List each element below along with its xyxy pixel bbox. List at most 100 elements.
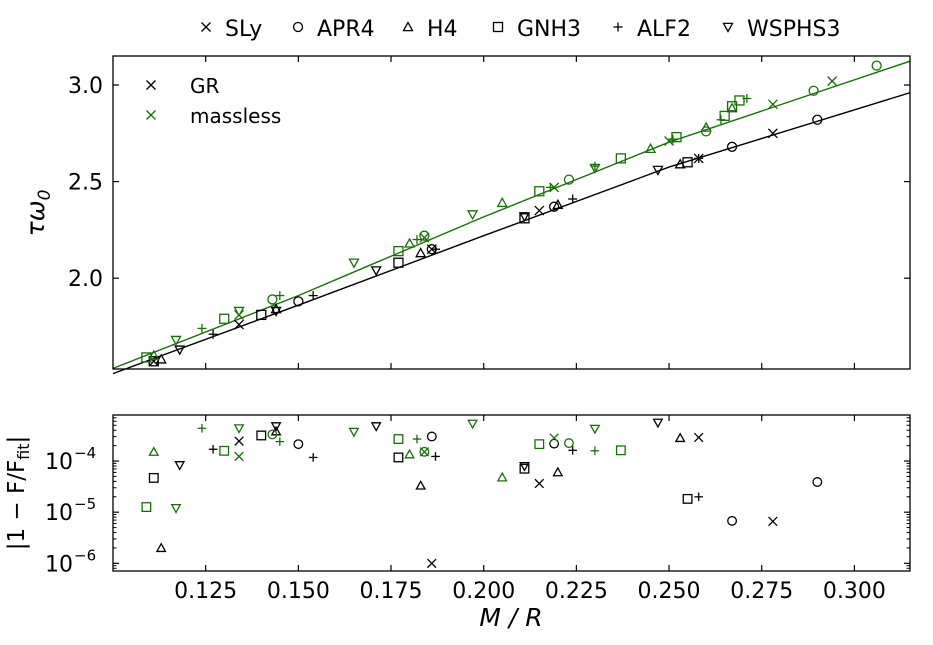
point-gr-gnh3 xyxy=(682,157,693,168)
point-gr-wsphs3 xyxy=(270,306,282,317)
residual-gr-apr4 xyxy=(426,431,437,442)
upper-y-axis-label: τω0 xyxy=(21,190,55,237)
point-gr-apr4 xyxy=(726,141,738,152)
point-massless-sly xyxy=(767,99,778,110)
residual-massless-alf2 xyxy=(275,437,285,446)
residual-gr-h4 xyxy=(155,542,167,553)
residual-gr-alf2 xyxy=(208,444,218,454)
point-massless-gnh3 xyxy=(141,352,152,363)
point-gr-alf2 xyxy=(568,194,578,204)
point-gr-wsphs3 xyxy=(174,345,186,356)
point-massless-h4 xyxy=(644,142,657,153)
legend-marker-gnh3 xyxy=(492,21,504,33)
point-gr-wsphs3 xyxy=(370,266,382,277)
legend-marker-h4 xyxy=(402,21,414,32)
point-massless-wsphs3 xyxy=(233,306,245,317)
residual-gr-gnh3 xyxy=(256,430,267,441)
x-tick-label: 0.275 xyxy=(730,579,793,604)
legend-marker-massless xyxy=(146,110,156,120)
point-gr-apr4 xyxy=(812,114,823,125)
point-massless-h4 xyxy=(496,197,508,208)
legend-label-massless: massless xyxy=(190,104,281,128)
point-massless-gnh3 xyxy=(219,313,230,324)
legend-marker-apr4 xyxy=(292,21,304,33)
point-gr-apr4 xyxy=(293,296,304,307)
legend-label-h4: H4 xyxy=(427,17,458,42)
residual-massless-gnh3 xyxy=(141,502,152,513)
point-gr-alf2 xyxy=(694,153,704,163)
residual-gr-h4 xyxy=(415,479,427,490)
legend-marker-alf2 xyxy=(613,22,623,32)
point-gr-sly xyxy=(234,319,244,330)
point-massless-gnh3 xyxy=(734,95,745,106)
residual-gr-wsphs3 xyxy=(519,462,530,472)
x-axis-label: M / R xyxy=(479,603,542,632)
upper-plot-frame xyxy=(112,55,911,370)
x-tick-label: 0.200 xyxy=(452,579,515,604)
upper-y-tick-label: 3.0 xyxy=(68,74,103,99)
point-gr-h4 xyxy=(155,353,167,364)
residual-massless-wsphs3 xyxy=(348,427,360,438)
legend-label-alf2: ALF2 xyxy=(637,17,691,42)
point-massless-apr4 xyxy=(808,85,819,96)
residual-gr-alf2 xyxy=(431,452,440,461)
residual-gr-apr4 xyxy=(293,439,304,450)
point-massless-wsphs3 xyxy=(348,258,360,269)
residual-massless-gnh3 xyxy=(615,445,626,456)
residual-massless-h4 xyxy=(404,448,415,459)
point-gr-sly xyxy=(534,205,545,216)
legend-label-sly: SLy xyxy=(225,17,262,42)
x-tick-label: 0.125 xyxy=(174,579,237,604)
point-gr-h4 xyxy=(415,247,427,258)
point-gr-wsphs3 xyxy=(518,212,531,223)
legend-marker-gr xyxy=(146,80,156,90)
residual-massless-wsphs3 xyxy=(467,419,478,430)
point-massless-gnh3 xyxy=(726,101,738,112)
legend-label-gr: GR xyxy=(190,74,219,98)
residual-massless-sly xyxy=(549,433,559,443)
point-massless-alf2 xyxy=(275,291,285,301)
point-massless-alf2 xyxy=(197,323,207,333)
point-massless-sly xyxy=(827,76,838,87)
point-massless-sly xyxy=(419,232,430,243)
point-gr-h4 xyxy=(270,303,282,314)
residual-massless-h4 xyxy=(148,446,160,456)
point-gr-wsphs3 xyxy=(652,165,664,176)
point-massless-wsphs3 xyxy=(589,163,601,174)
point-gr-sly xyxy=(767,128,778,139)
point-massless-gnh3 xyxy=(393,245,404,257)
residual-massless-gnh3 xyxy=(219,445,230,456)
lower-y-tick-exponent: −5 xyxy=(74,495,96,513)
residual-gr-alf2 xyxy=(308,453,318,462)
point-massless-h4 xyxy=(700,121,712,132)
point-massless-apr4 xyxy=(267,294,278,305)
point-massless-alf2 xyxy=(668,134,678,144)
point-massless-apr4 xyxy=(871,60,882,71)
residual-massless-gnh3 xyxy=(393,434,404,444)
residual-massless-alf2 xyxy=(197,423,207,433)
residual-gr-sly xyxy=(234,436,244,446)
gr-massless-legend: GR massless xyxy=(146,74,281,128)
residual-gr-wsphs3 xyxy=(174,461,186,471)
lower-y-tick-exponent: −6 xyxy=(74,546,96,564)
point-gr-apr4 xyxy=(548,201,560,212)
residual-gr-alf2 xyxy=(568,445,577,455)
residual-massless-alf2 xyxy=(412,434,422,444)
point-massless-alf2 xyxy=(742,94,752,104)
point-massless-wsphs3 xyxy=(170,335,182,346)
residual-massless-wsphs3 xyxy=(170,503,182,514)
residual-massless-alf2 xyxy=(590,446,600,456)
point-massless-alf2 xyxy=(716,115,726,125)
lower-panel: 0.125 0.150 0.175 0.200 0.225 0.250 0.275 0.300… xyxy=(4,414,911,632)
point-gr-h4 xyxy=(552,198,564,210)
point-massless-h4 xyxy=(403,237,416,248)
residual-gr-sly xyxy=(427,558,437,569)
x-tick-label: 0.225 xyxy=(545,579,608,604)
point-massless-h4 xyxy=(148,349,160,360)
legend-marker-sly xyxy=(201,22,211,32)
residual-gr-wsphs3 xyxy=(270,422,282,432)
point-massless-apr4 xyxy=(419,230,430,241)
x-tick-label: 0.175 xyxy=(360,579,423,604)
lower-y-tick-label: 10 xyxy=(45,450,73,475)
